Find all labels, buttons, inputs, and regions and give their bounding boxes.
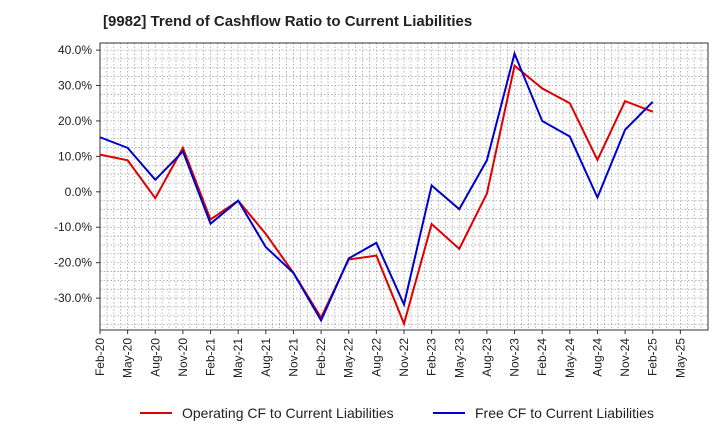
y-tick-label: 20.0%	[58, 114, 92, 128]
x-tick-label: Aug-23	[480, 338, 494, 377]
x-tick-label: Nov-22	[397, 338, 411, 377]
legend-item-operating: Operating CF to Current Liabilities	[140, 405, 394, 421]
y-tick-label: -20.0%	[54, 256, 92, 270]
y-tick-label: 10.0%	[58, 149, 92, 163]
x-tick-label: Nov-21	[286, 338, 300, 377]
operating-cf-line	[99, 63, 654, 327]
x-tick-label: Feb-20	[93, 338, 107, 376]
x-tick-label: Feb-21	[204, 338, 218, 376]
y-tick-label: 0.0%	[65, 185, 93, 199]
x-tick-label: Feb-22	[314, 338, 328, 376]
y-tick-label: -10.0%	[54, 220, 92, 234]
x-tick-label: May-23	[452, 338, 466, 378]
x-tick-label: Aug-22	[369, 338, 383, 377]
legend-swatch-operating	[140, 412, 172, 414]
x-tick-label: May-24	[563, 338, 577, 378]
x-tick-label: Nov-20	[176, 338, 190, 377]
legend-label-free: Free CF to Current Liabilities	[475, 405, 654, 421]
y-tick-label: 30.0%	[58, 79, 92, 93]
x-tick-label: Feb-25	[646, 338, 660, 376]
y-tick-label: -30.0%	[54, 291, 92, 305]
x-tick-label: Feb-23	[425, 338, 439, 376]
x-tick-label: Feb-24	[535, 338, 549, 376]
free-cf-line	[99, 50, 654, 323]
chart-title: [9982] Trend of Cashflow Ratio to Curren…	[103, 13, 473, 30]
x-tick-label: May-20	[121, 338, 135, 378]
legend-item-free: Free CF to Current Liabilities	[433, 405, 654, 421]
x-tick-label: Nov-23	[508, 338, 522, 377]
x-tick-label: May-21	[231, 338, 245, 378]
x-tick-label: Aug-24	[590, 338, 604, 377]
y-tick-label: 40.0%	[58, 43, 92, 57]
legend-swatch-free	[433, 412, 465, 414]
x-tick-label: May-25	[673, 338, 687, 378]
legend-label-operating: Operating CF to Current Liabilities	[182, 405, 394, 421]
x-tick-label: Nov-24	[618, 338, 632, 377]
x-tick-label: Aug-21	[259, 338, 273, 377]
x-tick-label: May-22	[342, 338, 356, 378]
x-tick-label: Aug-20	[148, 338, 162, 377]
